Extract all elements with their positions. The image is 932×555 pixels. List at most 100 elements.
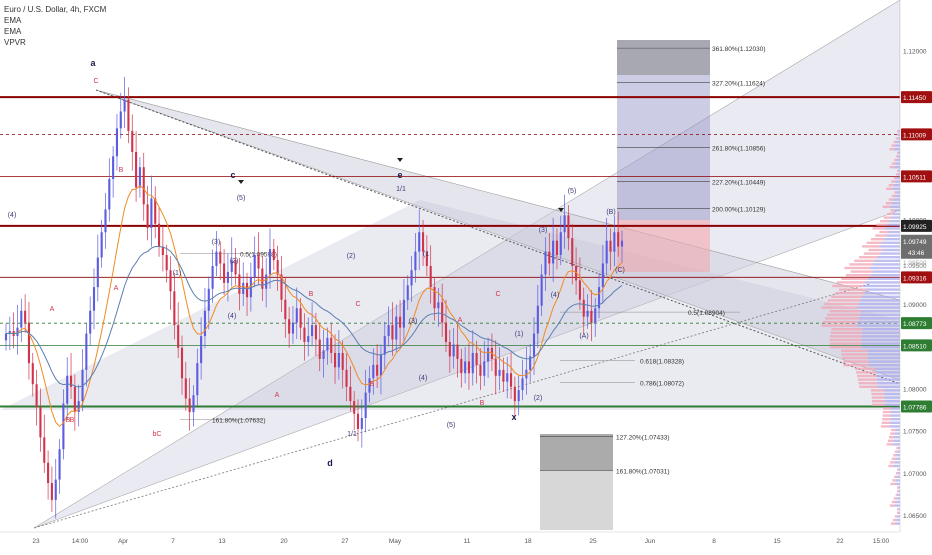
x-tick-4: 13 <box>218 538 226 545</box>
vpvr-bar-down-9 <box>891 162 896 165</box>
vpvr-bar-up-64 <box>868 360 900 363</box>
vpvr-bar-down-49 <box>821 306 857 309</box>
time-axis[interactable]: 23 14:00 Apr 7 13 20 27 May 11 18 25 Jun 8 15 22 15:00 <box>0 531 932 550</box>
vpvr-bar-up-105 <box>898 508 900 511</box>
candle-body-121 <box>467 361 471 374</box>
candle-body-48 <box>188 398 191 413</box>
vpvr-bar-down-46 <box>831 295 863 298</box>
wave-labels: a c e d x C B A (4) B A (5) (3) (1) (2) (4) bC B A B C 1/1 (2)… <box>8 58 625 468</box>
vpvr-bar-down-101 <box>895 493 898 496</box>
vpvr-bar-up-9 <box>895 162 900 165</box>
wave-minor-6: (5) <box>237 195 246 202</box>
wave-minor-1: B <box>119 167 124 174</box>
candle-body-84 <box>326 337 329 351</box>
y-tick-9: 1.07500 <box>903 429 927 436</box>
vpvr-bar-down-5 <box>889 148 895 151</box>
wave-marker-0 <box>238 180 244 184</box>
wave-major-e: e <box>397 170 402 180</box>
indicator-ema-slow[interactable]: EMA <box>4 27 22 36</box>
wave-major-d: d <box>327 458 333 468</box>
vpvr-bar-up-106 <box>898 511 900 514</box>
vpvr-bar-up-6 <box>898 151 900 154</box>
candle-body-1 <box>8 331 11 334</box>
candle-body-64 <box>249 276 252 298</box>
candle-body-58 <box>226 271 229 283</box>
wave-minor-21: (5) <box>447 422 456 429</box>
vpvr-bar-up-55 <box>862 328 900 331</box>
vpvr-bar-down-80 <box>882 418 891 421</box>
wedge-fill <box>0 200 900 410</box>
vpvr-bar-down-31 <box>866 241 882 244</box>
price-badge-2 <box>901 170 932 183</box>
horizontal-levels[interactable] <box>0 96 900 408</box>
symbol-title[interactable]: Euro / U.S. Dollar, 4h, FXCM <box>4 5 107 14</box>
candle-body-135 <box>521 378 524 391</box>
vpvr-bar-down-89 <box>894 450 898 453</box>
fibonacci-levels[interactable]: 361.80%(1.12030) 327.20%(1.11624) 261.80%(… <box>180 46 766 475</box>
candle-body-78 <box>303 327 306 342</box>
vpvr-bar-up-1 <box>898 133 900 136</box>
price-axis[interactable]: 1.120001.115001.110001.105001.100001.095… <box>899 0 932 550</box>
candle-body-95 <box>368 378 371 393</box>
wave-major-a: a <box>90 58 96 68</box>
drawing-shapes[interactable] <box>0 0 901 530</box>
vpvr-bar-up-102 <box>896 497 900 500</box>
candle-body-63 <box>245 282 249 298</box>
vpvr-bar-up-13 <box>896 176 900 180</box>
candle-body-149 <box>575 266 578 281</box>
vpvr-bar-down-98 <box>890 482 895 486</box>
wave-minor-24: C <box>495 291 500 298</box>
candle-body-37 <box>146 204 149 228</box>
vpvr-bar-down-18 <box>891 194 896 198</box>
wave-minor-29: (2) <box>534 395 543 402</box>
vpvr-bar-down-4 <box>891 144 896 147</box>
fib-upper-label-4: 200.00%(1.10129) <box>712 207 766 214</box>
candle-body-17 <box>69 375 73 387</box>
vpvr-bar-down-58 <box>829 338 862 342</box>
x-tick-9: 18 <box>524 538 532 545</box>
candle-body-61 <box>238 274 241 294</box>
candle-body-74 <box>288 319 291 334</box>
wave-minor-18: (1 <box>423 251 429 258</box>
vpvr-bar-up-108 <box>896 518 900 522</box>
candle-body-159 <box>613 232 616 252</box>
vpvr-bar-up-38 <box>869 266 900 270</box>
candle-body-129 <box>498 369 501 376</box>
candle-body-30 <box>119 111 122 129</box>
price-badge-label-4: 1.09316 <box>903 275 927 282</box>
vpvr-bar-down-19 <box>888 198 894 201</box>
candle-body-111 <box>429 266 432 288</box>
y-tick-11: 1.06500 <box>903 513 927 520</box>
vpvr-bar-down-109 <box>890 522 896 525</box>
candle-body-68 <box>265 274 268 289</box>
candle-body-55 <box>215 251 218 266</box>
wave-minor-25: (1) <box>515 331 524 338</box>
wave-minor-32: (A) <box>579 333 588 340</box>
candle-body-15 <box>62 403 65 450</box>
indicator-vpvr[interactable]: VPVR <box>4 38 26 47</box>
vpvr-bar-up-22 <box>894 209 900 212</box>
vpvr-bar-down-38 <box>844 266 870 270</box>
vpvr-bar-up-14 <box>895 180 900 183</box>
price-badge-label-0: 1.11450 <box>903 95 926 102</box>
candle-body-104 <box>402 299 405 328</box>
vpvr-bar-up-69 <box>876 378 900 381</box>
vpvr-bar-up-62 <box>867 353 900 356</box>
indicator-ema-fast[interactable]: EMA <box>4 16 22 25</box>
wave-minor-22: A <box>458 317 463 324</box>
candle-body-145 <box>559 232 562 256</box>
fib-lower-label-1: 161.80%(1.07031) <box>616 468 670 475</box>
candle-body-50 <box>196 363 199 396</box>
vpvr-bar-up-58 <box>861 338 900 342</box>
vpvr-bar-down-52 <box>825 317 859 320</box>
price-badge-4 <box>901 271 932 284</box>
candle-body-105 <box>406 285 409 300</box>
vpvr-bar-up-49 <box>856 306 900 309</box>
vpvr-bar-up-20 <box>892 202 900 205</box>
candle-body-28 <box>112 156 115 180</box>
wave-minor-30: (B) <box>606 209 615 216</box>
vpvr-bar-up-56 <box>861 331 900 334</box>
fib-retrace-label-3: 0.618(1.08328) <box>640 359 684 366</box>
